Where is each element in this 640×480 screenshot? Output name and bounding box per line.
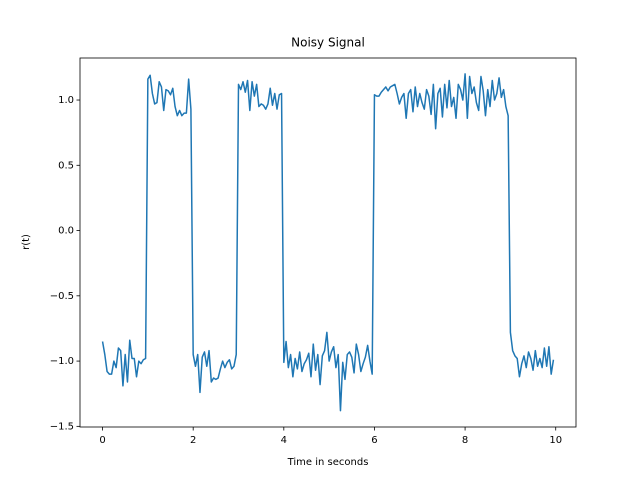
x-tick-label: 2	[190, 435, 196, 446]
x-axis-label: Time in seconds	[287, 457, 369, 468]
x-tick-label: 8	[462, 435, 468, 446]
chart-title: Noisy Signal	[291, 36, 365, 50]
y-tick-label: −1.5	[50, 421, 74, 432]
x-tick-label: 10	[549, 435, 562, 446]
y-tick-label: −1.0	[50, 356, 74, 367]
y-tick-label: 0.5	[58, 160, 74, 171]
x-tick-label: 4	[281, 435, 287, 446]
plot-frame	[79, 57, 577, 428]
signal-line	[101, 73, 555, 412]
x-tick-label: 0	[99, 435, 105, 446]
y-axis-label: r(t)	[21, 234, 32, 250]
y-tick-label: 1.0	[58, 95, 74, 106]
y-tick-label: 0.0	[58, 226, 74, 237]
y-tick-label: −0.5	[50, 291, 74, 302]
x-tick-label: 6	[371, 435, 377, 446]
